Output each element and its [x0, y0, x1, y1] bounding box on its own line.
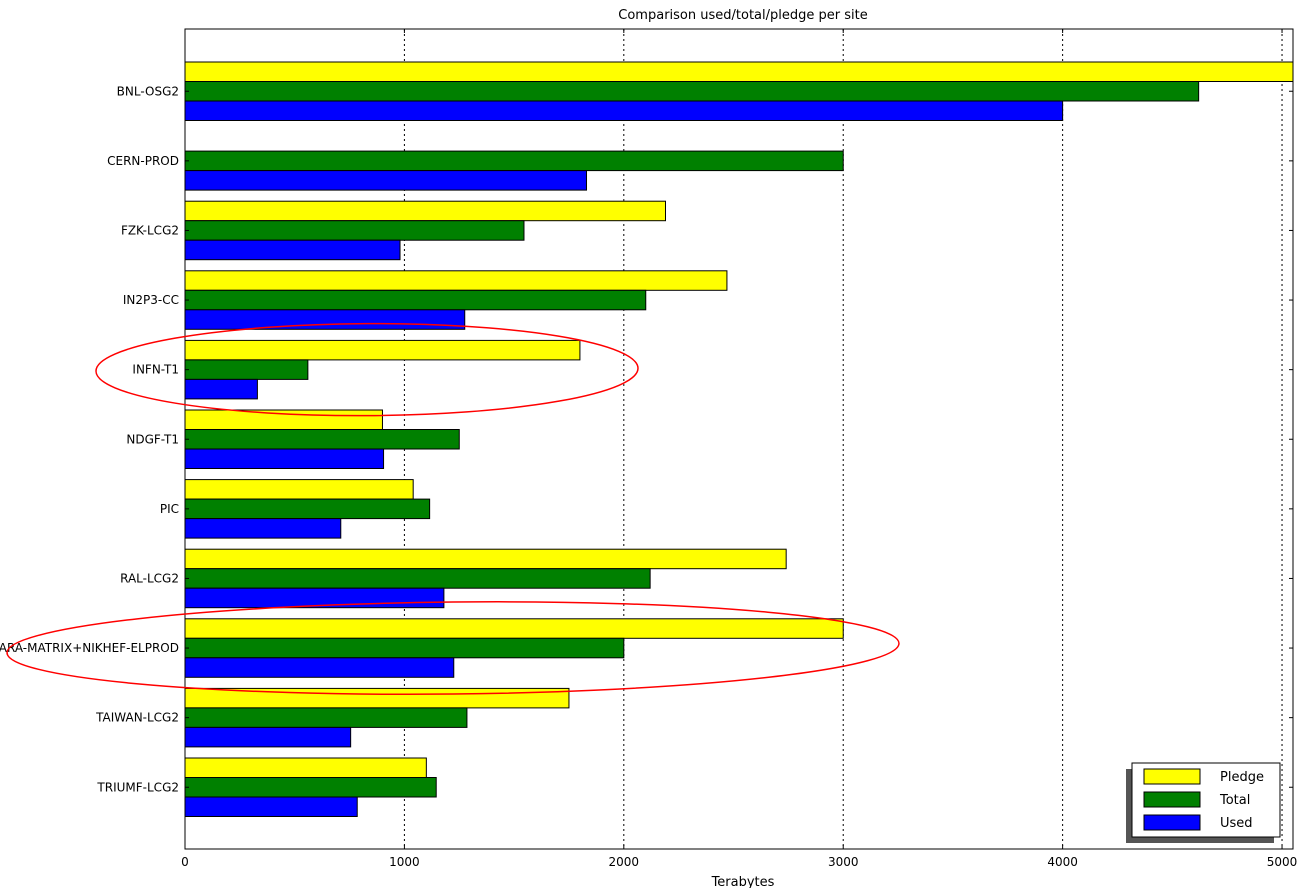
bar-total — [184, 707, 468, 728]
category-label: SARA-MATRIX+NIKHEF-ELPROD — [0, 641, 179, 655]
bar-total — [184, 359, 309, 380]
legend-swatch-used — [1143, 814, 1201, 831]
category-label: CERN-PROD — [107, 154, 179, 168]
category-label: FZK-LCG2 — [121, 223, 179, 237]
bars-layer — [184, 61, 1294, 817]
bar-used — [184, 309, 466, 330]
bar-used — [184, 657, 455, 678]
bar-pledge — [184, 757, 427, 778]
legend-swatch-total — [1143, 791, 1201, 808]
bar-pledge — [184, 339, 581, 361]
x-tick-label: 3000 — [828, 855, 859, 869]
bar-used — [184, 796, 358, 817]
category-label: RAL-LCG2 — [120, 571, 179, 585]
x-axis-label: Terabytes — [711, 875, 775, 888]
highlight-ellipse — [6, 601, 900, 696]
bar-total — [184, 568, 651, 589]
x-tick-label: 5000 — [1267, 855, 1298, 869]
category-label: TAIWAN-LCG2 — [95, 711, 179, 725]
bar-used — [184, 726, 352, 748]
bar-pledge — [184, 61, 1294, 82]
x-tick-label: 0 — [181, 855, 189, 869]
bar-pledge — [184, 200, 666, 222]
bar-total — [184, 498, 431, 520]
bar-total — [184, 220, 525, 241]
bar-used — [184, 239, 401, 261]
ticks-layer — [184, 29, 1293, 849]
bar-total — [184, 637, 625, 659]
category-label: IN2P3-CC — [123, 293, 179, 307]
legend-label-used: Used — [1220, 816, 1253, 831]
bar-total — [184, 289, 647, 311]
legend: Pledge Total Used — [1126, 762, 1281, 843]
bar-used — [184, 448, 385, 469]
bar-total — [184, 81, 1200, 102]
bar-used — [184, 378, 258, 400]
category-label: BNL-OSG2 — [117, 84, 179, 98]
bar-pledge — [184, 618, 844, 639]
bar-pledge — [184, 270, 728, 291]
bar-used — [184, 100, 1064, 121]
legend-swatch-pledge — [1143, 768, 1201, 785]
category-label: PIC — [160, 502, 179, 516]
bar-used — [184, 170, 588, 191]
bar-total — [184, 150, 844, 172]
category-label: NDGF-T1 — [126, 432, 179, 446]
highlight-ellipse — [95, 322, 639, 417]
bar-used — [184, 518, 342, 539]
bar-used — [184, 587, 445, 609]
annotations-layer — [6, 322, 900, 696]
bar-pledge — [184, 548, 787, 570]
bar-pledge — [184, 409, 383, 430]
category-labels: BNL-OSG2 CERN-PROD FZK-LCG2 IN2P3-CC INFN-T1… — [0, 84, 179, 794]
bar-pledge — [184, 479, 414, 500]
bar-total — [184, 777, 437, 798]
bar-total — [184, 429, 460, 450]
chart-title: Comparison used/total/pledge per site — [618, 8, 867, 23]
x-tick-label: 4000 — [1047, 855, 1078, 869]
x-tick-labels: 0 1000 2000 3000 4000 5000 — [181, 855, 1297, 869]
category-label: INFN-T1 — [132, 363, 179, 377]
x-tick-label: 2000 — [609, 855, 640, 869]
x-tick-label: 1000 — [389, 855, 420, 869]
legend-label-total: Total — [1219, 793, 1250, 808]
legend-label-pledge: Pledge — [1220, 770, 1264, 785]
category-label: TRIUMF-LCG2 — [96, 780, 179, 794]
